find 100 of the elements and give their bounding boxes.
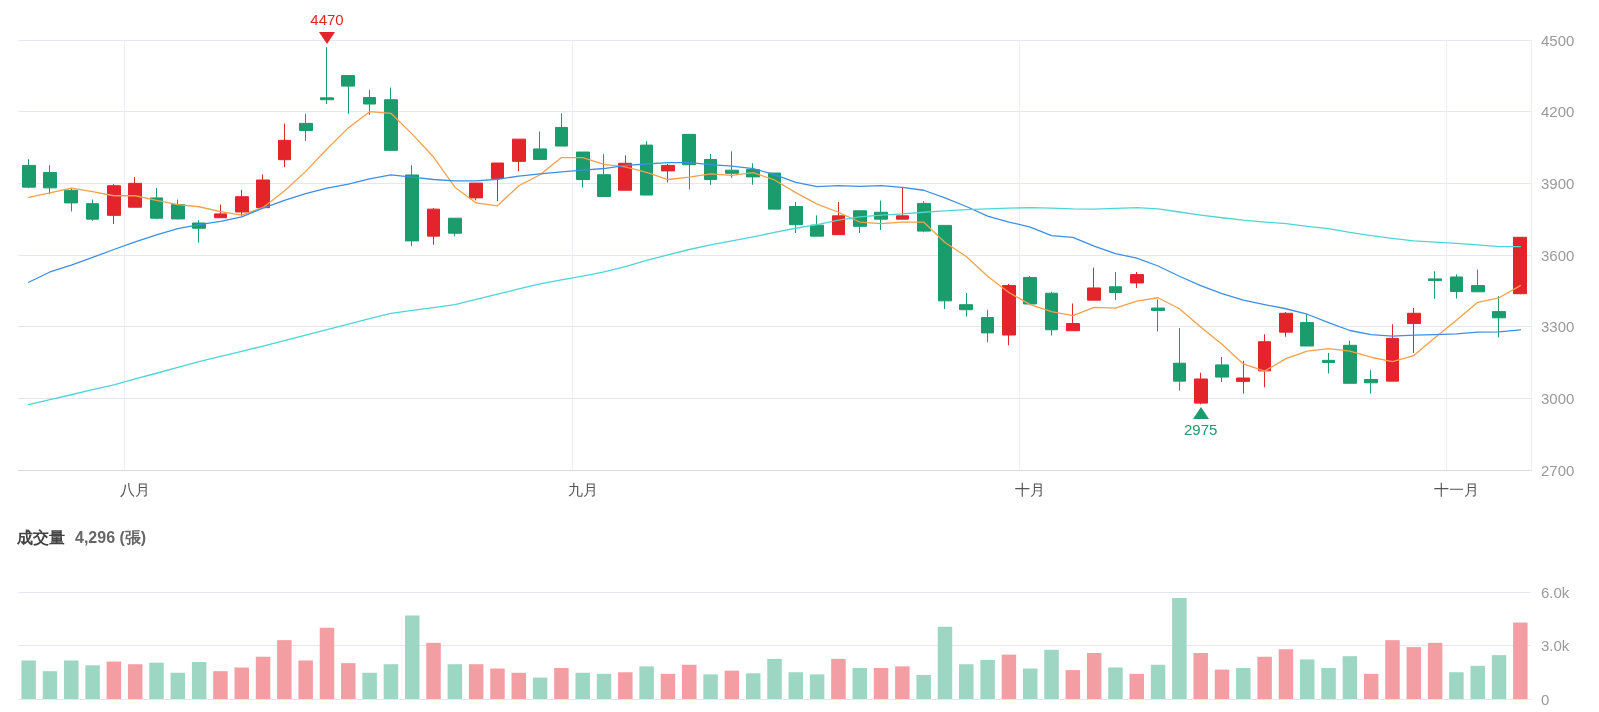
- candlestick: [171, 199, 185, 220]
- x-tick-label: 九月: [567, 481, 598, 498]
- bar: [127, 664, 143, 699]
- candlestick: [1066, 302, 1080, 332]
- candlestick: [1215, 356, 1229, 383]
- bar: [213, 671, 228, 699]
- bar: [916, 674, 931, 699]
- bar: [106, 661, 122, 699]
- bar: [639, 666, 654, 699]
- bar: [618, 672, 633, 699]
- bar: [1321, 667, 1336, 699]
- candlestick: [981, 309, 994, 343]
- candlestick: [661, 163, 675, 183]
- candlestick: [363, 89, 376, 116]
- bar: [85, 665, 100, 699]
- bar: [468, 664, 484, 699]
- bar: [1065, 670, 1081, 699]
- candlestick: [1045, 291, 1058, 337]
- bar: [831, 658, 846, 699]
- bar: [149, 662, 164, 699]
- y-tick-label: 6.0k: [1541, 583, 1570, 601]
- bar: [1427, 642, 1443, 699]
- bar: [660, 673, 676, 699]
- bar: [895, 666, 910, 699]
- bar: [1300, 659, 1315, 699]
- bar: [873, 667, 889, 699]
- bar: [1236, 667, 1251, 699]
- candlestick: [1300, 313, 1314, 347]
- candlestick: [896, 186, 909, 220]
- bar: [937, 626, 953, 699]
- candlestick: [64, 187, 78, 213]
- bar: [1491, 655, 1507, 699]
- candlestick: [1450, 273, 1463, 299]
- x-tick-label: 十一月: [1433, 481, 1479, 498]
- bar: [532, 677, 548, 699]
- y-tick-label: 3900: [1541, 174, 1575, 192]
- bar: [170, 672, 186, 699]
- x-tick-label: 八月: [120, 481, 151, 498]
- bar: [447, 664, 463, 699]
- candlestick: [256, 173, 270, 209]
- line-series: [28, 207, 1521, 406]
- candlestick: [1236, 360, 1250, 395]
- candlestick: [341, 75, 355, 115]
- bar: [1001, 654, 1017, 699]
- bar: [1193, 652, 1208, 699]
- candlestick: [768, 172, 781, 210]
- bar: [852, 667, 867, 699]
- candlestick: [128, 176, 142, 208]
- bar: [490, 668, 505, 699]
- bar: [362, 672, 377, 699]
- candlestick: [682, 133, 696, 191]
- candlestick: [1279, 311, 1293, 338]
- bar: [1172, 597, 1187, 699]
- bar: [64, 660, 79, 699]
- bar: [511, 672, 527, 699]
- candlestick: [1513, 236, 1527, 295]
- y-tick-label: 4200: [1541, 103, 1575, 121]
- chart-title: 成交量: [16, 527, 65, 546]
- candlestick: [938, 224, 952, 310]
- candlestick: [469, 182, 483, 201]
- candlestick: [1364, 369, 1378, 395]
- bar: [788, 672, 804, 699]
- candlestick: [43, 164, 57, 195]
- y-tick-label: 3600: [1541, 246, 1575, 264]
- bar: [745, 673, 761, 699]
- candlestick: [533, 130, 547, 160]
- bar: [1129, 673, 1145, 699]
- bar: [21, 660, 36, 699]
- candlestick: [1173, 327, 1186, 392]
- candlestick: [1343, 340, 1357, 384]
- bar: [1022, 668, 1038, 699]
- bar: [1257, 656, 1272, 699]
- bar: [1086, 652, 1102, 699]
- bar: [1044, 649, 1059, 699]
- bar: [1470, 665, 1485, 699]
- bar: [1406, 647, 1422, 699]
- candlestick: [107, 183, 121, 225]
- y-tick-label: 4500: [1541, 31, 1575, 49]
- bar: [724, 670, 740, 699]
- bar: [1278, 649, 1294, 699]
- candlestick: [832, 201, 845, 236]
- candlestick: [1023, 275, 1037, 305]
- bar: [234, 667, 249, 699]
- line-series: [28, 161, 1521, 337]
- y-tick-label: 2700: [1541, 461, 1575, 479]
- x-tick-label: 十月: [1015, 481, 1046, 498]
- candlestick: [640, 140, 653, 196]
- bar: [341, 663, 356, 699]
- bar: [426, 642, 441, 699]
- bar: [703, 674, 718, 699]
- candlestick: [1322, 352, 1335, 374]
- candlestick: [555, 112, 568, 147]
- candlestick: [810, 214, 824, 237]
- bar: [1214, 669, 1230, 699]
- candlestick: [214, 204, 227, 219]
- y-tick-label: 3000: [1541, 389, 1575, 407]
- candlestick: [1428, 270, 1442, 300]
- candlestick: [150, 187, 163, 220]
- candlestick: [448, 217, 462, 237]
- bar: [596, 673, 612, 699]
